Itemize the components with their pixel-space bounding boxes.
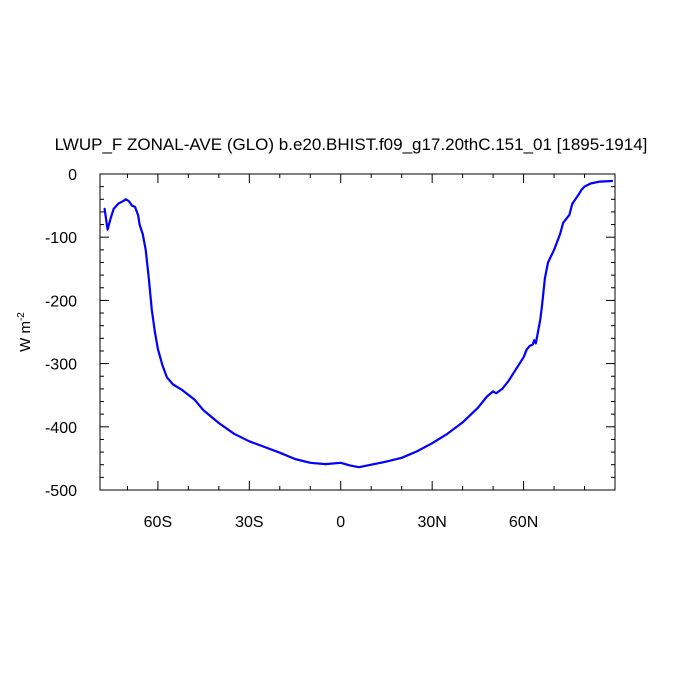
axis-ticks: 0 -100 -200 -300 -400 -500 60S 30S 0 30N 60N — [45, 167, 615, 531]
y-axis-label-superscript: -2 — [16, 312, 27, 321]
y-tick-label: -100 — [45, 230, 77, 247]
y-tick-label: -300 — [45, 357, 77, 374]
x-tick-label: 30S — [235, 514, 263, 531]
data-series-layer — [103, 179, 614, 469]
y-tick-label: 0 — [68, 167, 77, 184]
y-tick-label: -200 — [45, 293, 77, 310]
x-tick-label: 0 — [336, 514, 345, 531]
series-line — [103, 179, 614, 469]
x-tick-label: 60N — [509, 514, 538, 531]
x-tick-label: 60S — [144, 514, 172, 531]
y-tick-label: -400 — [45, 420, 77, 437]
y-tick-label: -500 — [45, 483, 77, 500]
y-axis-label-text: W m — [17, 321, 34, 352]
chart-title: LWUP_F ZONAL-AVE (GLO) b.e20.BHIST.f09_g… — [55, 135, 648, 154]
y-axis-label: W m-2 — [16, 312, 34, 352]
x-tick-label: 30N — [417, 514, 446, 531]
plot-frame — [99, 173, 616, 491]
